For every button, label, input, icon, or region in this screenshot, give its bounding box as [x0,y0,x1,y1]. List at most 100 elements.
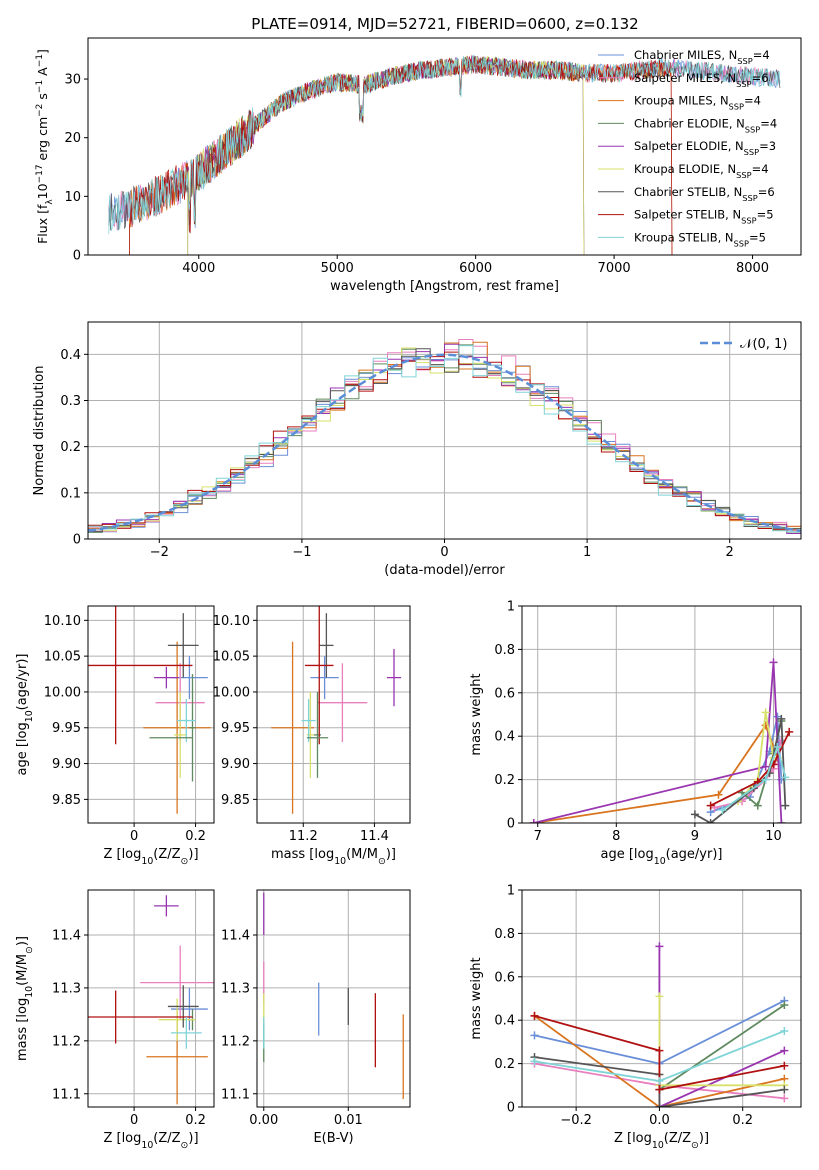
x-axis-label: mass [log10(M/M⊙)] [271,847,396,867]
legend-entry: Kroupa ELODIE, NSSP=4 [634,162,769,180]
x-tick-label: 0 [130,829,138,844]
y-tick-label: 10.05 [213,650,250,665]
y-axis-label: Normed distribution [32,366,47,496]
spectrum-line [129,55,673,255]
errorbars [88,895,214,1105]
y-tick-label: 0 [507,1101,515,1116]
weight-marker [530,1057,539,1066]
weight-marker [714,790,723,799]
y-tick-label: 0.6 [494,686,515,701]
weight-lines [529,658,794,823]
weight-marker [777,819,786,823]
weight-marker [655,1076,664,1085]
x-tick-label: 5000 [321,261,354,276]
weight-marker [718,805,727,814]
x-tick-label: 0.0 [649,1113,670,1128]
weight-marker [785,727,794,736]
mass-z-panel: 0 0.2 11.1 11.2 11.3 11.4 Z [log10(Z/Z⊙)] mass … [15,889,215,1151]
legend-entry: Kroupa STELIB, NSSP=5 [634,230,766,248]
y-tick-label: 10.05 [44,650,81,665]
x-tick-label: 11.2 [289,829,318,844]
legend-entry: Salpeter STELIB, NSSP=5 [634,208,774,226]
legend-entry: Kroupa MILES, NSSP=4 [634,94,761,112]
axes-frame [256,605,411,824]
y-axis-label: mass [log10(M/M⊙)] [15,936,35,1061]
y-tick-label: 11.2 [221,1034,250,1049]
y-tick-label: 1 [507,600,515,615]
weight-line [533,662,783,823]
weight-marker [655,1085,664,1094]
weight-line [737,712,775,802]
axes-frame [87,605,215,824]
x-tick-label: 0.00 [249,1113,278,1128]
y-tick-label: 10.00 [213,685,250,700]
weight-line [534,1015,785,1091]
x-tick-label: 0.2 [185,1113,206,1128]
y-tick-label: 10.00 [44,685,81,700]
legend: Chabrier MILES, NSSP=4 Salpeter MILES, NS… [598,48,777,248]
y-axis-label: age [log10(age/yr)] [15,654,35,776]
axes-frame [521,889,802,1108]
axes-frame [521,605,802,824]
y-tick-label: 9.90 [221,757,250,772]
x-tick-label: 6000 [459,261,492,276]
weight-marker [780,1094,789,1103]
weight-marker [655,992,664,1001]
weight-marker [529,819,538,823]
y-axis-label: Flux [fλ10−17 erg cm−2 s−1 A−1] [35,49,55,244]
errorbars [271,606,402,814]
y-tick-label: 30 [64,73,81,88]
axes-frame [87,321,802,540]
x-tick-label: −2 [150,545,169,560]
spectrum-line [108,55,781,235]
weight-marker [753,801,762,810]
weight-marker [780,1027,789,1036]
weight-marker [761,762,770,771]
weight-z-panel: −0.2 0.0 0.2 0 0.2 0.4 0.6 0.8 1 Z [log10(Z/Z⊙)] m… [469,884,802,1151]
y-tick-label: 10.10 [213,614,250,629]
y-tick-label: 11.4 [221,928,250,943]
x-tick-label: 7 [534,829,542,844]
y-tick-label: 0.4 [494,730,515,745]
legend-entry: Salpeter MILES, NSSP=6 [634,71,769,89]
y-tick-label: 9.85 [52,793,81,808]
weight-marker [781,801,790,810]
weight-marker [773,743,782,752]
y-tick-label: 0.4 [494,1014,515,1029]
weight-marker [706,801,715,810]
x-axis-label: Z [log10(Z/Z⊙)] [103,847,198,867]
x-tick-label: 1 [583,545,591,560]
y-tick-label: 10.10 [44,614,81,629]
x-tick-label: −1 [292,545,311,560]
weight-lines [530,942,789,1107]
weight-line [710,731,791,807]
y-tick-label: 0 [73,249,81,264]
weight-age-panel: 7 8 9 10 0 0.2 0.4 0.6 0.8 1 age [log10(age/yr)] ma… [469,600,802,867]
axes-frame [87,889,215,1108]
weight-marker [655,942,664,951]
x-tick-label: 2 [726,545,734,560]
x-tick-label: 0 [130,1113,138,1128]
y-tick-label: 0.3 [60,394,81,409]
x-tick-label: 8 [612,829,620,844]
weight-marker [780,1001,789,1010]
axes-frame [87,37,802,256]
legend-entry: Chabrier MILES, NSSP=4 [634,48,770,66]
y-tick-label: 10 [64,190,81,205]
y-tick-label: 11.4 [52,928,81,943]
spectrum-panel: 4000 5000 6000 7000 8000 0 10 20 30 wavelength [A… [35,37,802,294]
weight-marker [530,1031,539,1040]
y-tick-label: 9.95 [52,721,81,736]
weight-marker [761,775,770,784]
x-tick-label: 0 [440,545,448,560]
x-tick-label: 4000 [182,261,215,276]
y-tick-label: 0.2 [494,773,515,788]
x-axis-label: age [log10(age/yr)] [601,847,723,867]
weight-line [533,1015,785,1107]
age-mass-panel: 11.2 11.4 9.85 9.90 9.95 10.00 10.05 10.10 mass … [213,605,411,867]
y-tick-label: 0 [73,533,81,548]
x-tick-label: 8000 [736,261,769,276]
errorbars [263,892,404,1100]
weight-marker [781,773,790,782]
